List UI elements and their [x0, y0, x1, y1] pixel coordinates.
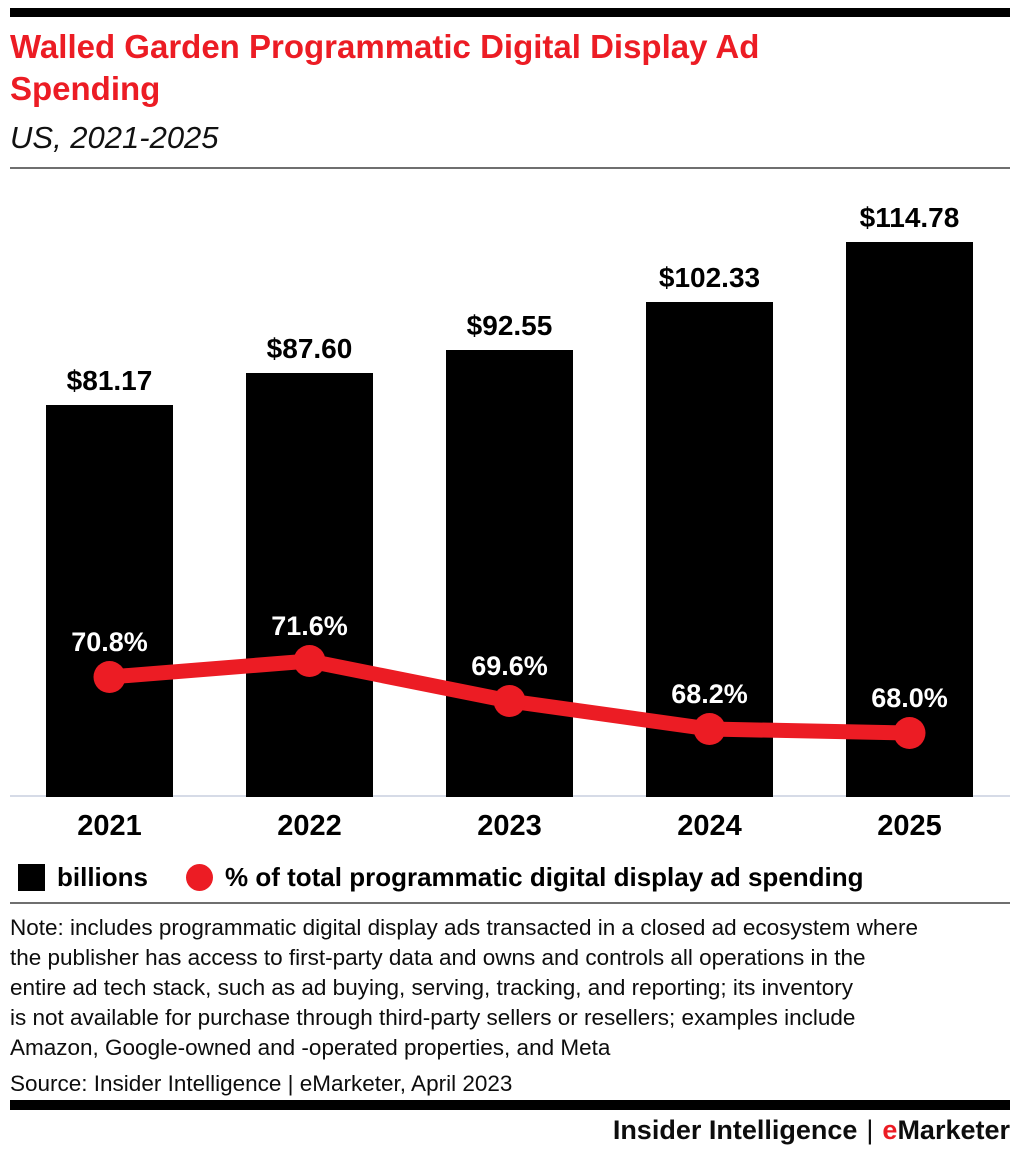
- bar-2023: [446, 349, 573, 797]
- line-value-label-2021: 70.8%: [71, 627, 148, 657]
- header-divider: [10, 167, 1010, 169]
- plot-area: $81.17 2021 70.8% $87.60 2022 71.6% $92.55 2023…: [10, 180, 1010, 845]
- bar-value-label-2023: $92.55: [466, 309, 553, 341]
- legend-bar-swatch: [18, 863, 45, 891]
- note-line: Note: includes programmatic digital disp…: [10, 915, 918, 940]
- x-axis-label-2025: 2025: [877, 810, 942, 842]
- legend-bar-label: billions: [57, 861, 148, 892]
- bar-value-label-2022: $87.60: [266, 333, 353, 365]
- bottom-accent-bar: [10, 1100, 1010, 1110]
- line-dot-2021: [93, 661, 126, 693]
- note-line: Amazon, Google-owned and -operated prope…: [10, 1035, 611, 1060]
- x-axis-label-2021: 2021: [77, 810, 142, 842]
- line-dot-2024: [693, 713, 726, 745]
- chart-note: Note: includes programmatic digital disp…: [10, 913, 1010, 1063]
- legend-line-marker: [186, 863, 213, 891]
- legend-line-label: % of total programmatic digital display …: [225, 861, 864, 892]
- line-dot-2025: [893, 717, 926, 749]
- line-dot-2022: [293, 645, 326, 677]
- footer-separator: |: [866, 1115, 874, 1145]
- x-axis-label-2023: 2023: [477, 810, 542, 842]
- chart-title-line1: Walled Garden Programmatic Digital Displ…: [10, 28, 760, 65]
- bar-value-label-2025: $114.78: [859, 202, 960, 234]
- legend: billions % of total programmatic digital…: [18, 862, 1008, 892]
- chart-title-line2: Spending: [10, 70, 161, 107]
- bar-2021: [46, 404, 173, 797]
- x-axis-label-2024: 2024: [677, 810, 742, 842]
- trend-line-svg: [93, 645, 926, 749]
- legend-divider: [10, 902, 1010, 904]
- bar-value-label-2021: $81.17: [66, 364, 153, 396]
- line-dot-2023: [493, 685, 526, 717]
- footer-brand-rest: Marketer: [897, 1115, 1010, 1145]
- footer-branding: Insider Intelligence | eMarketer: [10, 1115, 1010, 1146]
- line-value-label-2025: 68.0%: [871, 683, 948, 713]
- source-line: Source: Insider Intelligence | eMarketer…: [10, 1071, 513, 1096]
- chart-title: Walled Garden Programmatic Digital Displ…: [10, 26, 1000, 110]
- footer-company: Insider Intelligence: [612, 1115, 858, 1145]
- bar-2022: [246, 373, 373, 797]
- line-value-label-2024: 68.2%: [671, 679, 748, 709]
- note-line: the publisher has access to first-party …: [10, 945, 866, 970]
- line-value-label-2023: 69.6%: [471, 651, 548, 681]
- line-value-label-2022: 71.6%: [271, 611, 348, 641]
- chart-subtitle: US, 2021-2025: [10, 120, 219, 155]
- footer-brand-e: e: [882, 1115, 898, 1145]
- x-axis-label-2022: 2022: [277, 810, 342, 842]
- note-line: is not available for purchase through th…: [10, 1005, 856, 1030]
- bar-value-label-2024: $102.33: [658, 262, 761, 294]
- bar-2025: [846, 242, 973, 797]
- top-accent-bar: [10, 8, 1010, 17]
- note-line: entire ad tech stack, such as ad buying,…: [10, 975, 853, 1000]
